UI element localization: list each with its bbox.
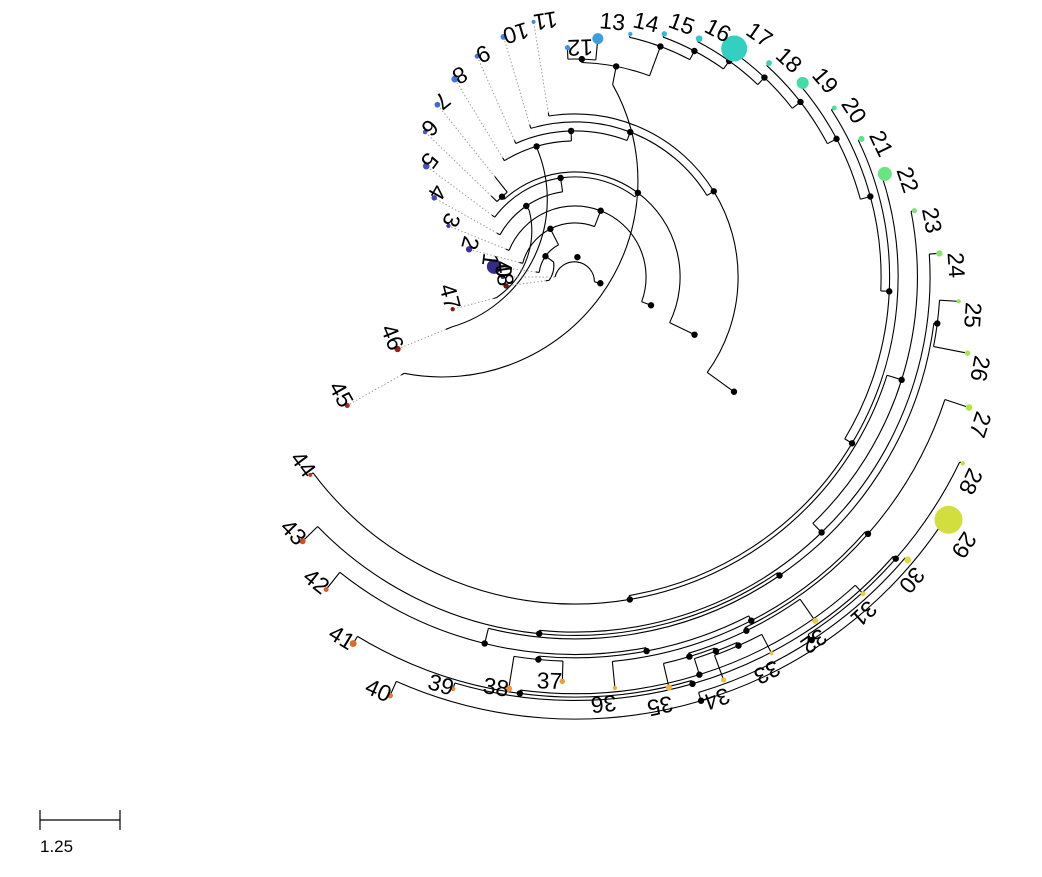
svg-text:22: 22 xyxy=(891,163,924,195)
svg-text:31: 31 xyxy=(846,596,882,632)
svg-text:45: 45 xyxy=(324,377,359,412)
svg-text:35: 35 xyxy=(645,691,676,722)
svg-text:4: 4 xyxy=(423,180,452,204)
svg-text:9: 9 xyxy=(472,40,494,69)
svg-text:34: 34 xyxy=(700,682,733,715)
svg-text:42: 42 xyxy=(298,563,334,599)
svg-text:10: 10 xyxy=(500,17,532,49)
svg-text:46: 46 xyxy=(376,320,410,353)
svg-text:24: 24 xyxy=(943,251,971,278)
svg-text:18: 18 xyxy=(771,42,807,78)
svg-text:25: 25 xyxy=(959,302,987,329)
svg-text:20: 20 xyxy=(836,92,872,128)
svg-text:13: 13 xyxy=(598,7,626,35)
svg-text:40: 40 xyxy=(361,673,395,707)
svg-text:38: 38 xyxy=(481,672,510,702)
svg-text:26: 26 xyxy=(965,354,995,384)
svg-text:30: 30 xyxy=(894,562,930,598)
svg-text:8: 8 xyxy=(448,61,472,90)
svg-text:28: 28 xyxy=(954,464,989,498)
svg-text:12: 12 xyxy=(567,34,593,61)
svg-text:37: 37 xyxy=(536,667,562,694)
svg-text:6: 6 xyxy=(416,114,444,141)
svg-text:43: 43 xyxy=(275,514,311,550)
svg-text:36: 36 xyxy=(590,690,618,718)
svg-text:7: 7 xyxy=(429,87,455,115)
svg-text:3: 3 xyxy=(437,209,466,231)
svg-text:23: 23 xyxy=(917,205,947,235)
svg-text:15: 15 xyxy=(665,7,698,40)
svg-text:21: 21 xyxy=(864,126,899,160)
svg-text:14: 14 xyxy=(631,7,662,38)
svg-text:47: 47 xyxy=(434,281,466,312)
svg-text:48: 48 xyxy=(490,259,519,288)
svg-text:19: 19 xyxy=(807,62,843,98)
svg-text:39: 39 xyxy=(425,668,457,700)
svg-text:11: 11 xyxy=(532,6,560,35)
svg-text:32: 32 xyxy=(796,623,832,659)
svg-text:1.25: 1.25 xyxy=(40,837,73,856)
svg-text:5: 5 xyxy=(416,148,444,174)
svg-text:41: 41 xyxy=(324,620,359,655)
svg-text:27: 27 xyxy=(964,409,997,441)
